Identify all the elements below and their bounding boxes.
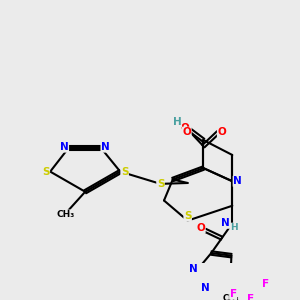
Text: O: O: [181, 123, 189, 133]
Text: S: S: [157, 179, 164, 189]
Text: S: S: [42, 167, 50, 177]
Text: H: H: [173, 117, 182, 127]
Text: N: N: [201, 283, 209, 293]
Text: N: N: [60, 142, 69, 152]
Text: O: O: [182, 127, 191, 137]
Text: F: F: [230, 289, 237, 299]
Text: CH₃: CH₃: [222, 294, 239, 300]
Text: N: N: [188, 264, 197, 274]
Text: S: S: [121, 167, 128, 177]
Text: O: O: [218, 127, 226, 137]
Text: F: F: [247, 294, 254, 300]
Text: N: N: [101, 142, 110, 152]
Text: N: N: [233, 176, 242, 186]
Text: S: S: [184, 211, 191, 221]
Text: F: F: [262, 279, 269, 289]
Text: O: O: [196, 223, 205, 232]
Text: H: H: [230, 223, 238, 232]
Text: N: N: [221, 218, 230, 228]
Text: CH₃: CH₃: [57, 210, 75, 219]
